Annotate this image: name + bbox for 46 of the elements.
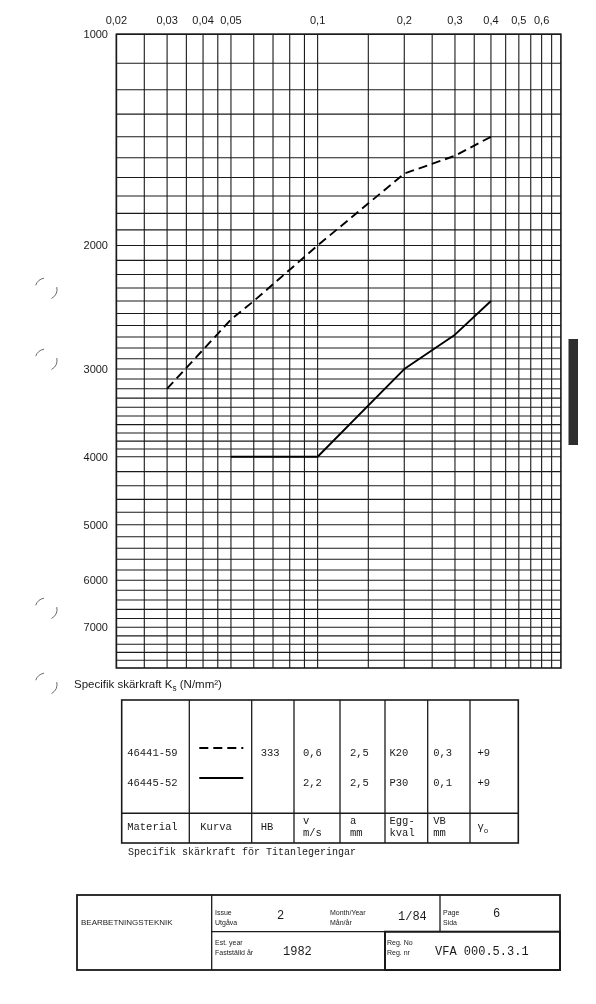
category-label: Material	[127, 821, 178, 833]
y-tick-label: 2000	[83, 239, 108, 252]
y-tick-label: 1000	[83, 28, 108, 41]
text: BEARBETNINGSTEKNIK	[81, 917, 174, 926]
x-tick-label: 0,02	[105, 14, 128, 26]
x-tick-label: 0,2	[396, 14, 412, 26]
x-tick-label: 0,05	[220, 14, 242, 26]
category-label: VB mm	[433, 815, 446, 839]
x-tick-label: 0,1	[309, 14, 326, 26]
x-tick-label: 0,5	[511, 14, 527, 26]
x-tick-label: 0,4	[483, 14, 499, 26]
text: 6	[493, 907, 501, 921]
text: 2,5	[350, 777, 369, 789]
y-tick-label: 4000	[83, 450, 108, 463]
x-tick-label: 0,6	[533, 14, 550, 26]
legend-label: 46441-59	[127, 747, 178, 759]
text: 2,2	[303, 777, 322, 789]
legend-label: 46445-52	[127, 777, 178, 789]
y-tick-label: 6000	[83, 574, 108, 587]
category-label: a mm	[350, 815, 363, 839]
text: 2,5	[350, 747, 369, 759]
x-tick-label: 0,3	[447, 14, 463, 26]
category-label: HB	[260, 821, 274, 833]
text: 1/84	[398, 909, 427, 924]
text: 0,3	[433, 747, 453, 759]
text: +9	[477, 747, 491, 759]
category-label: γ$_{o}$	[477, 821, 489, 835]
y-tick-label: 7000	[83, 621, 108, 634]
text: Specifik skärkraft för Titanlegeringar	[128, 846, 357, 858]
x-tick-label: 0,04	[192, 14, 214, 26]
text: 1982	[283, 944, 312, 959]
text: K20	[389, 747, 409, 759]
text: 333	[260, 747, 280, 759]
text: 0,1	[433, 777, 453, 789]
text: +9	[477, 777, 491, 789]
y-axis-title: Specifik skärkraft K$_{s}$ (N/mm²)	[74, 678, 223, 693]
text: VFA 000.5.3.1	[435, 944, 529, 959]
text: P30	[389, 777, 409, 789]
x-tick-label: 0,03	[156, 14, 178, 26]
category-label: Kurva	[200, 821, 232, 833]
y-tick-label: 3000	[83, 363, 108, 376]
text: 2	[277, 909, 285, 923]
text: 0,6	[303, 747, 322, 759]
y-tick-label: 5000	[83, 518, 108, 531]
category-label: v m/s	[303, 815, 322, 839]
category-label: Egg-kval	[389, 815, 415, 839]
